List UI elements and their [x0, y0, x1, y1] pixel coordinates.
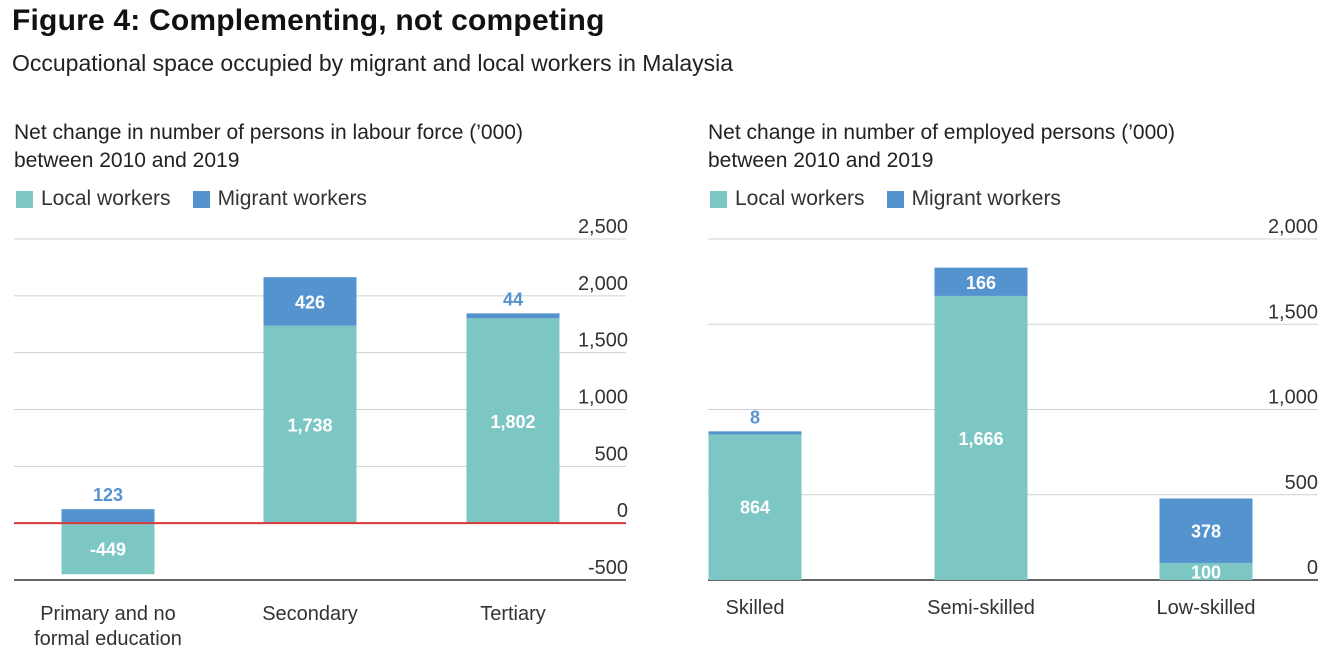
figure-subtitle: Occupational space occupied by migrant a…: [12, 50, 734, 76]
right-panel-title-line-2: between 2010 and 2019: [708, 149, 934, 172]
left-panel-title-line-2: between 2010 and 2019: [14, 149, 240, 172]
right-local-value-label: 1,666: [958, 429, 1003, 449]
left-category-label: Secondary: [262, 603, 358, 625]
right-migrant-value-label: 378: [1191, 522, 1221, 542]
right-bar-local: [934, 295, 1028, 580]
right-migrant-value-label: 166: [966, 273, 996, 293]
right-bar-local: [1159, 562, 1253, 580]
left-legend-local: Local workers: [16, 187, 171, 211]
right-bar-migrant: [708, 431, 802, 435]
right-migrant-value-label: 8: [750, 407, 760, 427]
right-ytick-label: 1,500: [1268, 301, 1318, 323]
left-bar-migrant: [263, 277, 357, 326]
left-panel-title-line-1: Net change in number of persons in labou…: [14, 121, 523, 144]
migrant-swatch-icon: [886, 190, 904, 208]
right-local-value-label: 100: [1191, 562, 1221, 582]
left-local-value-label: 1,802: [490, 412, 535, 432]
left-ytick-label: 500: [595, 443, 628, 465]
left-ytick-label: 1,500: [578, 330, 628, 352]
local-swatch-icon: [16, 190, 33, 208]
left-category-label: Primary and no: [40, 603, 176, 625]
left-migrant-value-label: 426: [295, 292, 325, 312]
left-ytick-label: -500: [588, 557, 628, 579]
left-bar-migrant: [61, 509, 155, 524]
left-bar-local: [263, 325, 357, 524]
right-legend-local: Local workers: [710, 187, 865, 211]
left-bar-local: [466, 318, 560, 524]
left-ytick-label: 2,000: [578, 273, 628, 295]
right-category-label: Low-skilled: [1157, 597, 1256, 619]
right-ytick-label: 500: [1285, 472, 1318, 494]
left-ytick-label: 2,500: [578, 216, 628, 238]
right-panel-title: Net change in number of employed persons…: [708, 119, 1175, 175]
left-legend-migrant-label: Migrant workers: [217, 187, 367, 210]
left-legend: Local workers Migrant workers: [16, 187, 389, 211]
left-ytick-label: 1,000: [578, 387, 628, 409]
right-ytick-label: 1,000: [1268, 387, 1318, 409]
right-category-label: Semi-skilled: [927, 597, 1035, 619]
left-legend-local-label: Local workers: [41, 187, 171, 210]
right-panel-title-line-1: Net change in number of employed persons…: [708, 121, 1175, 144]
right-category-label: Skilled: [726, 597, 785, 619]
left-bar-migrant: [466, 313, 560, 319]
left-migrant-value-label: 123: [93, 485, 123, 505]
left-category-label: formal education: [34, 628, 182, 650]
right-ytick-label: 0: [1307, 557, 1318, 579]
right-bar-local: [708, 432, 802, 580]
right-bar-migrant: [1159, 498, 1253, 563]
right-legend-local-label: Local workers: [735, 187, 865, 210]
left-local-value-label: 1,738: [287, 415, 332, 435]
left-legend-migrant: Migrant workers: [192, 187, 367, 211]
figure-title: Figure 4: Complementing, not competing: [12, 4, 605, 37]
left-category-label: Tertiary: [480, 603, 546, 625]
right-legend-migrant: Migrant workers: [886, 187, 1061, 211]
right-ytick-label: 2,000: [1268, 216, 1318, 238]
local-swatch-icon: [710, 190, 727, 208]
left-local-value-label: -449: [90, 540, 126, 560]
left-migrant-value-label: 44: [503, 289, 523, 309]
migrant-swatch-icon: [192, 190, 210, 208]
right-legend: Local workers Migrant workers: [710, 187, 1083, 211]
right-bar-migrant: [934, 267, 1028, 296]
right-legend-migrant-label: Migrant workers: [911, 187, 1061, 210]
left-panel-title: Net change in number of persons in labou…: [14, 119, 523, 175]
left-bar-local: [61, 523, 155, 575]
right-local-value-label: 864: [740, 497, 770, 517]
left-ytick-label: 0: [617, 500, 628, 522]
